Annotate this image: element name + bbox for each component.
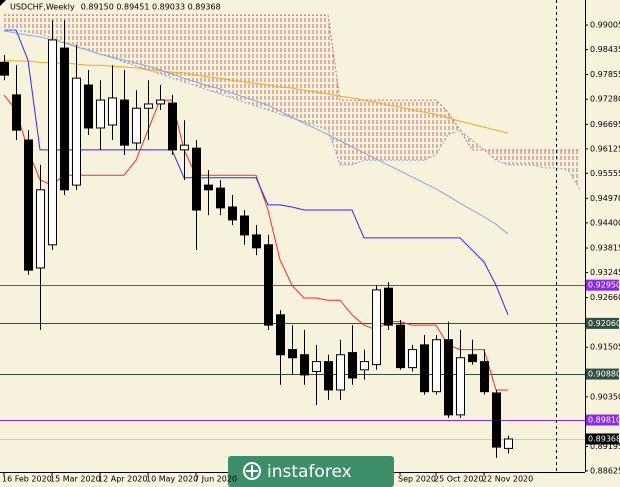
candle-body — [60, 47, 69, 191]
y-tick-label: 0.95555 — [590, 169, 620, 178]
candle-body — [468, 354, 477, 363]
candle-body — [120, 99, 129, 146]
y-tick-label: 0.93815 — [590, 244, 620, 253]
y-tick-label: 0.91505 — [590, 343, 620, 352]
candle-body — [252, 234, 261, 249]
x-tick-label: 7 Jun 2020 — [194, 475, 237, 484]
x-tick-label: 22 Nov 2020 — [482, 475, 533, 484]
candle-body — [348, 352, 357, 379]
candle-body — [360, 361, 369, 371]
watermark-logo-cross — [246, 465, 258, 477]
candle-body — [168, 102, 177, 151]
y-tick-label: 0.97855 — [590, 70, 620, 79]
candle-body — [396, 324, 405, 369]
candle-body — [12, 94, 21, 131]
x-tick-label: Sep 2020 — [398, 475, 436, 484]
y-tick-label: 0.96695 — [590, 120, 620, 129]
level-label: 0.92060 — [588, 319, 620, 328]
level-label: 0.90880 — [588, 370, 620, 379]
candle-body — [312, 361, 321, 372]
corner-marker — [0, 0, 6, 6]
y-tick-label: 0.90350 — [590, 392, 620, 401]
y-tick-label: 0.97280 — [590, 95, 620, 104]
candle-body — [72, 77, 81, 186]
x-tick-label: 10 May 2020 — [146, 475, 198, 484]
candle-body — [456, 357, 465, 416]
candle-body — [228, 206, 237, 221]
candle-body — [420, 344, 429, 393]
candle-body — [384, 287, 393, 326]
chart-title: USDCHF,Weekly — [10, 3, 75, 12]
candle-body — [192, 147, 201, 211]
y-tick-label: 0.94400 — [590, 218, 620, 227]
level-label: 0.92950 — [588, 281, 620, 290]
candle-body — [180, 144, 189, 151]
ohlc-readout: 0.89150 0.89451 0.89033 0.89368 — [81, 3, 221, 12]
indicator-line — [4, 14, 580, 151]
candle-body — [372, 289, 381, 366]
y-tick-label: 0.93245 — [590, 268, 620, 277]
candle-body — [240, 215, 249, 236]
watermark-text: instaforex — [267, 462, 352, 482]
plot-area — [0, 14, 585, 458]
y-tick-label: 0.92660 — [590, 293, 620, 302]
level-label-box — [586, 414, 619, 426]
candle-body — [36, 189, 45, 269]
candle-body — [264, 244, 273, 326]
indicator-line — [4, 29, 509, 315]
candle-body — [432, 339, 441, 393]
candle-body — [480, 361, 489, 393]
candle-body — [84, 84, 93, 129]
candle-body — [408, 349, 417, 369]
watermark-box — [228, 456, 394, 487]
level-label-box — [586, 317, 619, 329]
candle-body — [336, 354, 345, 391]
x-tick-label: 25 Oct 2020 — [434, 475, 483, 484]
y-tick-label: 0.89195 — [590, 442, 620, 451]
candle-body — [0, 61, 9, 76]
candle-body — [288, 349, 297, 359]
candle-body — [144, 103, 153, 109]
candle-body — [96, 99, 105, 129]
y-tick-label: 0.98435 — [590, 45, 620, 54]
indicator-line — [3, 94, 508, 391]
level-label-box — [586, 368, 619, 380]
y-tick-label: 0.99005 — [590, 21, 620, 30]
y-tick-label: 0.88625 — [590, 466, 620, 475]
candle-body — [276, 314, 285, 356]
x-tick-label: 15 Mar 2020 — [50, 475, 101, 484]
candle-body — [132, 107, 141, 144]
candle-body — [504, 438, 513, 449]
candle-body — [444, 339, 453, 416]
candle-body — [48, 39, 57, 246]
candle-body — [324, 361, 333, 391]
cloud — [4, 15, 580, 190]
x-tick-label: 16 Feb 2020 — [2, 475, 52, 484]
candle-body — [156, 99, 165, 105]
candle-body — [24, 139, 33, 271]
level-label: 0.89368 — [588, 435, 620, 444]
watermark-logo — [243, 462, 261, 480]
y-tick-label: 0.94970 — [590, 194, 620, 203]
indicator-line — [3, 30, 509, 235]
watermark: instaforex — [228, 456, 394, 487]
level-label-box — [586, 279, 619, 291]
indicator-line — [3, 59, 509, 134]
candle-body — [204, 184, 213, 191]
level-label: 0.89810 — [588, 416, 620, 425]
candle-body — [216, 187, 225, 209]
y-tick-label: 0.96125 — [590, 144, 620, 153]
candle-body — [492, 392, 501, 448]
level-label-box — [586, 433, 619, 445]
x-tick-label: 12 Apr 2020 — [98, 475, 147, 484]
candle-body — [108, 97, 117, 126]
candle-body — [300, 354, 309, 376]
